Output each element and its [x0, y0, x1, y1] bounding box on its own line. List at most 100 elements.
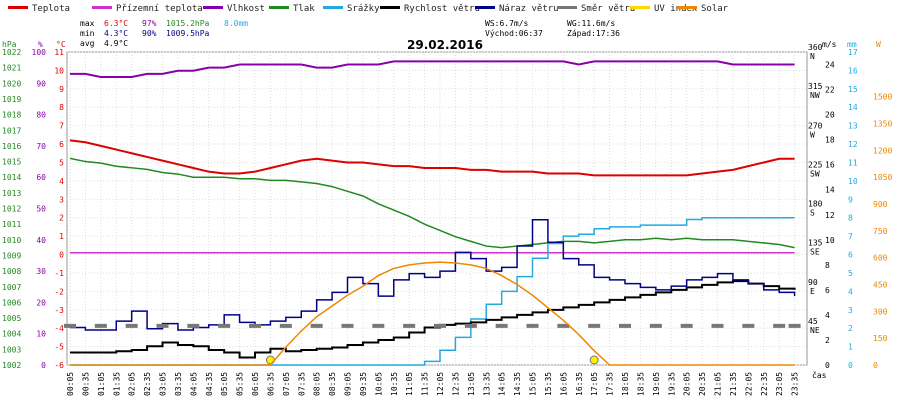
axis-tick-label: 3	[59, 195, 64, 204]
axis-tick-label: 6	[848, 251, 853, 260]
axis-tick-label: 2	[59, 214, 64, 223]
x-tick-label: 18:35	[636, 372, 645, 396]
wind-direction-mark	[495, 323, 508, 328]
legend-swatch	[323, 6, 343, 9]
series-line	[69, 139, 795, 177]
stat-min-temp: 4.3°C	[104, 29, 128, 38]
axis-tick-label: 6	[59, 140, 64, 149]
direction-degree: 135	[808, 239, 823, 248]
direction-degree: 360	[808, 43, 823, 52]
x-tick-label: 01:05	[97, 372, 106, 396]
legend: Teplota Přízemní teplota Vlhkost Tlak Srážky…	[8, 4, 729, 14]
axis-tick-label: 5	[59, 158, 64, 167]
x-tick-label: 06:35	[266, 372, 275, 396]
wind-direction-mark	[218, 323, 231, 328]
x-tick-label: 10:35	[390, 372, 399, 396]
x-tick-label: 15:05	[529, 372, 538, 396]
x-tick-label: 16:35	[575, 372, 584, 396]
axis-tick-label: 1018	[2, 111, 21, 120]
stat-min-hum: 90%	[142, 29, 157, 38]
axis-tick-label: 1200	[873, 146, 892, 155]
axis-unit-label: mm	[847, 40, 857, 49]
wind-direction-mark	[156, 323, 169, 328]
x-axis-label: čas	[812, 370, 827, 380]
x-tick-label: 00:05	[66, 372, 75, 396]
axis-tick-label: 0	[825, 361, 830, 370]
x-tick-label: 21:35	[729, 372, 738, 396]
axis-tick-label: 1	[59, 232, 64, 241]
axis-tick-label: 1006	[2, 298, 21, 307]
x-tick-label: 15:35	[544, 372, 553, 396]
x-tick-label: 04:35	[205, 372, 214, 396]
x-tick-label: 07:35	[297, 372, 306, 396]
wind-direction-mark	[773, 323, 786, 328]
axis-tick-label: 15	[848, 85, 858, 94]
axis-tick-label: 40	[36, 236, 46, 245]
x-tick-label: 19:05	[652, 372, 661, 396]
legend-swatch	[269, 6, 289, 9]
direction-name: NE	[810, 326, 820, 335]
wind-direction-mark	[125, 323, 138, 328]
axis-tick-label: 1011	[2, 220, 21, 229]
legend-label: Vlhkost	[227, 4, 265, 14]
axis-tick-label: -1	[54, 269, 64, 278]
x-tick-label: 22:35	[760, 372, 769, 396]
axis-tick-label: 14	[848, 103, 858, 112]
sunset-time: Západ:17:36	[567, 29, 620, 38]
stat-max-label: max	[80, 19, 95, 28]
sunrise-time: Východ:06:37	[485, 29, 543, 38]
axis-tick-label: 8	[825, 261, 830, 270]
x-tick-label: 21:05	[714, 372, 723, 396]
axis-tick-label: 1016	[2, 142, 21, 151]
axis-unit-label: %	[38, 40, 43, 49]
axis-tick-label: 14	[825, 186, 835, 195]
x-tick-label: 20:05	[683, 372, 692, 396]
x-tick-label: 14:35	[513, 372, 522, 396]
axis-tick-label: 1005	[2, 314, 21, 323]
axis-tick-label: 20	[36, 298, 46, 307]
axis-tick-label: 12	[848, 140, 858, 149]
direction-name: N	[810, 52, 815, 61]
x-tick-label: 09:05	[344, 372, 353, 396]
axis-tick-label: 1008	[2, 267, 21, 276]
axis-tick-label: 1012	[2, 205, 21, 214]
legend-swatch	[475, 6, 495, 9]
series-line	[70, 261, 795, 366]
axis-tick-label: 24	[825, 61, 835, 70]
axis-tick-label: 750	[873, 227, 888, 236]
series-line	[69, 157, 795, 249]
series-line	[70, 216, 795, 366]
axis-tick-label: 18	[825, 136, 835, 145]
axis-tick-label: 4	[59, 177, 64, 186]
wind-direction-mark	[187, 323, 200, 328]
x-tick-label: 23:35	[791, 372, 800, 396]
x-tick-label: 11:05	[405, 372, 414, 396]
x-tick-label: 10:05	[374, 372, 383, 396]
axis-tick-label: 1004	[2, 330, 21, 339]
wind-direction-mark	[619, 323, 631, 328]
axis-tick-label: 1050	[873, 173, 892, 182]
legend-swatch	[677, 6, 697, 9]
wind-direction-mark	[788, 323, 801, 328]
wind-direction-mark	[403, 323, 416, 328]
axis-tick-label: 1003	[2, 345, 21, 354]
axis-tick-label: 1022	[2, 48, 21, 57]
wind-direction-mark	[94, 323, 107, 328]
stat-min-press: 1009.5hPa	[166, 29, 210, 38]
axis-tick-label: 600	[873, 254, 888, 263]
axis-tick-label: 11	[848, 158, 858, 167]
x-tick-label: 09:35	[359, 372, 368, 396]
legend-label: Teplota	[32, 4, 70, 14]
axis-tick-label: 5	[848, 269, 853, 278]
axis-tick-label: 1021	[2, 64, 21, 73]
x-tick-label: 05:35	[236, 372, 245, 396]
axis-tick-label: 22	[825, 86, 835, 95]
legend-label: Rychlost větru	[404, 4, 480, 14]
wind-wg: WG:11.6m/s	[567, 19, 615, 28]
axis-tick-label: 1010	[2, 236, 21, 245]
axis-tick-label: 30	[36, 267, 46, 276]
wind-direction-mark	[588, 323, 601, 328]
axis-tick-label: 100	[32, 48, 47, 57]
